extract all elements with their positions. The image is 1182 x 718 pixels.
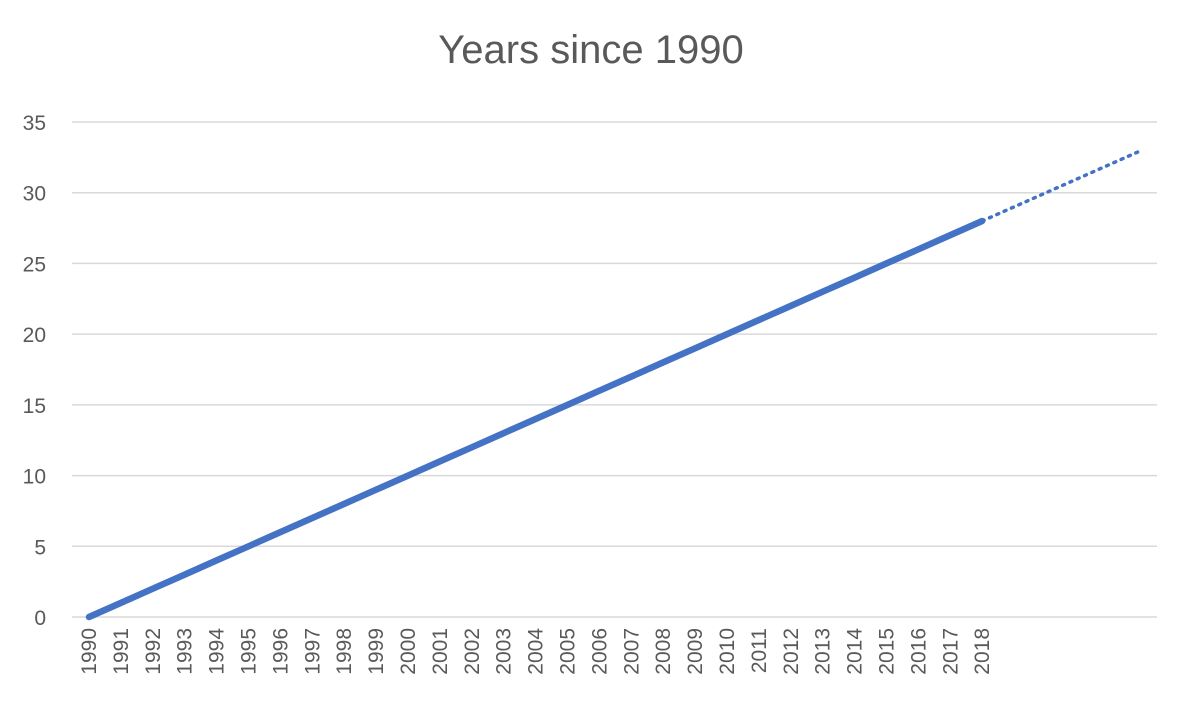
- x-tick-label: 1999: [365, 628, 388, 675]
- x-tick-label: 2008: [652, 628, 675, 675]
- x-tick-label: 1991: [110, 628, 133, 675]
- x-tick-label: 2003: [493, 628, 516, 675]
- x-tick-label: 2005: [557, 628, 580, 675]
- y-axis: 0 5 10 15 20 25 30 35: [23, 112, 46, 630]
- x-tick-label: 2007: [620, 628, 643, 675]
- y-tick-label: 5: [34, 536, 46, 559]
- x-axis: 1990 1991 1992 1993 1994 1995 1996 1997 1998 1999…: [78, 628, 994, 675]
- x-tick-label: 2017: [939, 628, 962, 675]
- y-tick-label: 35: [23, 112, 46, 135]
- x-tick-label: 1990: [78, 628, 101, 675]
- series-lines: [85, 148, 1144, 621]
- x-tick-label: 2001: [429, 628, 452, 675]
- x-tick-label: 1998: [333, 628, 356, 675]
- x-tick-label: 2009: [684, 628, 707, 675]
- y-tick-label: 30: [23, 183, 46, 206]
- x-tick-label: 2010: [716, 628, 739, 675]
- x-tick-label: 1997: [301, 628, 324, 675]
- x-tick-label: 2018: [971, 628, 994, 675]
- x-tick-label: 1994: [206, 628, 229, 675]
- x-tick-label: 1993: [174, 628, 197, 675]
- y-tick-label: 0: [34, 607, 46, 630]
- x-tick-label: 2000: [397, 628, 420, 675]
- y-tick-label: 25: [23, 253, 46, 276]
- x-tick-label: 2004: [525, 628, 548, 675]
- y-tick-label: 10: [23, 466, 46, 489]
- trendline-dotted: [980, 148, 1144, 223]
- x-tick-label: 1995: [238, 628, 261, 675]
- x-tick-label: 2011: [748, 628, 771, 673]
- x-tick-label: 2014: [844, 628, 867, 675]
- gridlines: [72, 121, 1157, 618]
- chart-title: Years since 1990: [438, 28, 744, 72]
- x-tick-label: 2012: [780, 628, 803, 675]
- x-tick-label: 2016: [907, 628, 930, 675]
- x-tick-label: 1996: [269, 628, 292, 675]
- y-tick-label: 20: [23, 324, 46, 347]
- x-tick-label: 2013: [812, 628, 835, 675]
- x-tick-label: 2015: [876, 628, 899, 675]
- x-tick-label: 2002: [461, 628, 484, 675]
- x-tick-label: 1992: [142, 628, 165, 675]
- y-tick-label: 15: [23, 395, 46, 418]
- x-tick-label: 2006: [588, 628, 611, 675]
